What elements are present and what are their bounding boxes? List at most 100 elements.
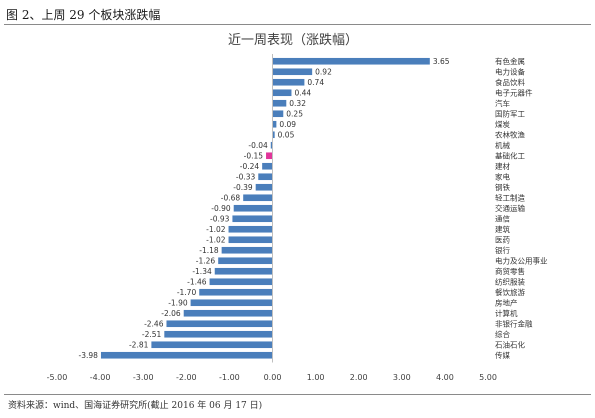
data-label: -2.46 [144,319,164,328]
data-label: -1.70 [177,288,197,297]
data-label: -2.06 [161,309,181,318]
x-tick-label: -1.00 [219,373,240,382]
data-label: 0.44 [294,88,311,97]
data-label: -2.51 [142,330,162,339]
bar [272,120,277,128]
category-label: 通信 [495,213,510,223]
category-label: 传媒 [495,350,510,360]
x-tick-labels-group: -5.00 -4.00 -3.00 -2.00 -1.00 0.00 1.00 2.00 3.0… [47,373,497,382]
data-label: -0.68 [221,193,241,202]
source-note: 资料来源：wind、国海证券研究所(截止 2016 年 06 月 17 日) [8,401,263,411]
category-label: 电子元器件 [495,87,533,97]
bar [272,68,313,76]
category-label: 商贸零售 [495,266,525,276]
x-tick-label: -2.00 [176,373,197,382]
bar [258,173,273,181]
data-label: -1.18 [199,246,219,255]
category-label: 石油石化 [495,339,525,349]
x-tick-label: 4.00 [436,373,454,382]
category-label: 汽车 [495,98,510,108]
category-label: 综合 [495,329,510,339]
bar [262,162,273,170]
category-label: 食品饮料 [495,77,525,87]
bar [255,183,273,191]
bottom-rule [4,394,591,395]
bar [100,351,273,359]
data-label: 0.25 [286,109,303,118]
data-label: -0.15 [244,151,264,160]
bar [199,288,273,296]
category-label: 钢铁 [495,182,510,192]
bar [221,246,273,254]
category-label: 家电 [495,171,510,181]
category-label: 房地产 [495,297,518,307]
figure-caption: 图 2、上周 29 个板块涨跌幅 [6,8,161,22]
x-tick-label: 0.00 [264,373,282,382]
x-tick-label: 2.00 [350,373,368,382]
data-label: -1.02 [206,235,226,244]
data-label: -0.93 [210,214,230,223]
bar [272,99,287,107]
data-label: -1.26 [196,256,216,265]
data-label: 3.65 [433,57,450,66]
bar [266,152,273,160]
bar [272,110,284,118]
top-rule [4,24,591,25]
bar [228,225,273,233]
bar [209,278,273,286]
bar [272,89,292,97]
bar [228,236,273,244]
x-tick-label: -3.00 [133,373,154,382]
data-label: -2.81 [129,340,149,349]
bar [270,141,273,149]
bar [190,299,273,307]
data-label: 0.05 [278,130,295,139]
category-label: 农林牧渔 [495,129,525,139]
bar [232,215,273,223]
category-label: 机械 [495,140,510,150]
category-label: 交通运输 [495,203,525,213]
bar [218,257,273,265]
bar [151,341,273,349]
data-labels-group: 3.650.920.740.440.320.250.090.05-0.04-0.… [79,57,450,360]
category-label: 有色金属 [495,56,525,66]
bar [233,204,273,212]
data-label: -0.24 [240,162,260,171]
x-tick-label: 3.00 [393,373,411,382]
data-label: -1.46 [187,277,207,286]
data-label: -0.04 [248,141,268,150]
category-labels-group: 有色金属电力设备食品饮料电子元器件汽车国防军工煤炭农林牧渔机械基础化工建材家电钢… [495,56,548,360]
data-label: -3.98 [79,351,99,360]
data-label: -1.90 [168,298,188,307]
bar [243,194,273,202]
bars-group [100,57,430,359]
category-label: 医药 [495,234,510,244]
category-label: 基础化工 [495,150,525,160]
bar [166,320,273,328]
bar [272,131,275,139]
data-label: -0.39 [233,183,253,192]
bar [183,309,273,317]
category-label: 国防军工 [495,108,525,118]
category-label: 建材 [495,161,510,171]
data-label: -0.33 [236,172,256,181]
bar [272,57,430,65]
category-label: 建筑 [495,224,510,234]
data-label: 0.09 [279,120,296,129]
data-label: 0.32 [289,99,306,108]
data-label: -0.90 [211,204,231,213]
category-label: 计算机 [495,308,518,318]
x-tick-label: -5.00 [47,373,68,382]
category-label: 纺织服装 [495,276,525,286]
category-label: 银行 [495,245,510,255]
data-label: 0.74 [307,78,324,87]
category-label: 煤炭 [495,119,510,129]
bar [272,78,305,86]
category-label: 餐饮旅游 [495,287,525,297]
category-label: 非银行金融 [495,318,533,328]
x-tick-label: 1.00 [307,373,325,382]
category-label: 电力设备 [495,66,525,76]
chart-title: 近一周表现（涨跌幅） [228,32,358,48]
data-label: -1.34 [192,267,212,276]
